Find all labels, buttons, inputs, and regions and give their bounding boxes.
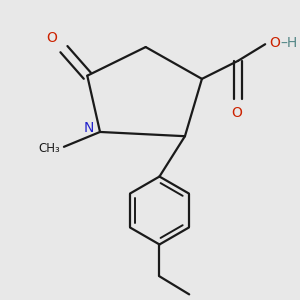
Text: –H: –H [280,36,297,50]
Text: N: N [83,121,94,135]
Text: O: O [269,36,280,50]
Text: CH₃: CH₃ [38,142,60,155]
Text: O: O [232,106,242,121]
Text: O: O [47,31,58,45]
